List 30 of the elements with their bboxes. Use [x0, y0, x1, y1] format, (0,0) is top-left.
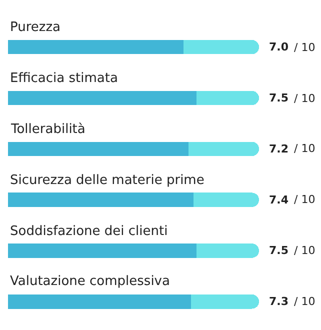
bar — [8, 294, 192, 309]
y-tick-label: Soddisfazione dei clienti — [10, 224, 168, 239]
text: / 10 — [294, 244, 316, 257]
bar — [8, 40, 184, 54]
data-label: 7.0 — [269, 40, 289, 54]
text: / 10 — [294, 92, 316, 105]
y-tick-label: Purezza — [10, 20, 61, 35]
bar — [8, 192, 194, 207]
data-label: 7.3 — [269, 295, 288, 308]
y-tick-label: Efficacia stimata — [10, 71, 118, 86]
bar — [8, 142, 189, 156]
y-tick-label: Sicurezza delle materie prime — [10, 173, 204, 188]
data-label: 7.2 — [269, 142, 288, 156]
text: / 10 — [294, 142, 316, 155]
bar — [8, 90, 196, 106]
data-label: 7.5 — [269, 244, 288, 258]
bar — [191, 294, 259, 309]
bar — [184, 40, 259, 54]
bar — [196, 90, 259, 106]
data-label: 7.5 — [269, 92, 288, 104]
y-tick-label: Tollerabilità — [10, 122, 86, 137]
text: / 10 — [294, 193, 316, 206]
bar — [188, 142, 259, 156]
text: / 10 — [294, 295, 316, 308]
text: / 10 — [294, 41, 316, 54]
bar — [194, 192, 259, 207]
data-label: 7.4 — [269, 193, 289, 206]
bar — [196, 244, 259, 258]
bar — [8, 244, 196, 258]
y-tick-label: Valutazione complessiva — [10, 274, 170, 289]
